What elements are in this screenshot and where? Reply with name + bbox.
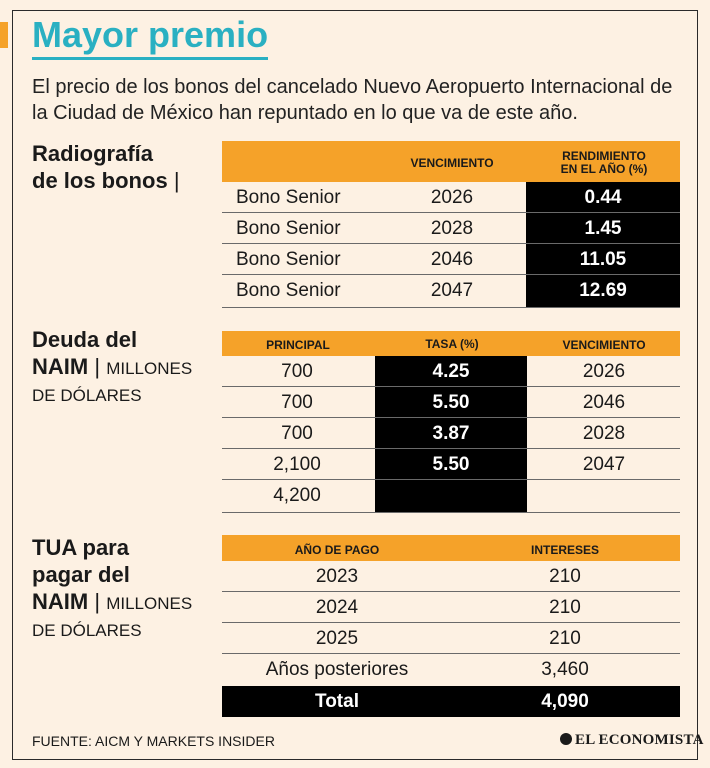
debt-tasa-column-bg [375,356,527,513]
bond-yield: 12.69 [579,280,627,301]
debt-tasa: 4.25 [432,361,470,382]
bond-name: Bono Senior [236,218,341,239]
debt-section-label: Deuda del NAIM | MILLONES DE DÓLARES [32,326,192,409]
debt-principal: 2,100 [273,454,321,475]
table-row: 2023 210 [222,561,680,592]
debt-tasa: 5.50 [432,454,470,475]
tua-table: AÑO DE PAGO INTERESES 2023 210 2024 210 … [222,535,680,717]
tua-label-pipe: | [94,589,101,614]
bond-year: 2026 [430,187,474,208]
bonds-col-rendimiento: RENDIMIENTO EN EL AÑO (%) [528,150,680,176]
debt-label-pipe: | [94,354,101,379]
table-row: 4,200 [222,480,680,513]
bond-name: Bono Senior [236,249,341,270]
tua-interest: 210 [549,597,581,618]
brand-logo: EL ECONOMISTA [560,732,704,749]
bond-name: Bono Senior [236,280,341,301]
tua-table-header: AÑO DE PAGO INTERESES [222,535,680,561]
bond-name: Bono Senior [236,187,341,208]
debt-vencimiento: 2047 [582,454,626,475]
bond-yield: 1.45 [584,218,622,239]
debt-vencimiento: 2028 [582,423,626,444]
brand-mark-icon [560,733,572,745]
table-row: 700 4.25 2026 [222,356,680,387]
bonds-table-header: VENCIMIENTO RENDIMIENTO EN EL AÑO (%) [222,141,680,182]
tua-total-label: Total [315,691,359,712]
table-row: Bono Senior 2046 11.05 [222,244,680,275]
debt-vencimiento [528,480,680,511]
table-row: Bono Senior 2028 1.45 [222,213,680,244]
tua-label-line2: pagar del [32,562,130,587]
table-row: Bono Senior 2047 12.69 [222,275,680,308]
bond-yield: 11.05 [579,249,627,270]
debt-label-line1: Deuda del [32,327,138,352]
tua-label-unit: MILLONES [106,594,193,613]
debt-principal: 700 [281,423,313,444]
table-row: 2024 210 [222,592,680,623]
page-title: Mayor premio [32,14,269,60]
debt-vencimiento: 2026 [582,361,626,382]
debt-table: PRINCIPAL TASA (%) VENCIMIENTO 700 4.25 … [222,331,680,513]
tua-label-unit-line4: DE DÓLARES [32,621,142,640]
debt-tasa: 3.87 [432,423,470,444]
tua-col-year: AÑO DE PAGO [294,543,380,557]
debt-principal: 4,200 [273,485,321,506]
table-row: 2,100 5.50 2047 [222,449,680,480]
bonds-col-rendimiento-line1: RENDIMIENTO [562,149,646,163]
bonds-label-line2: de los bonos [32,168,168,193]
debt-label-naim: NAIM [32,354,89,379]
bond-yield: 0.44 [584,187,622,208]
debt-label-unit-line3: DE DÓLARES [32,386,142,405]
intro-text: El precio de los bonos del cancelado Nue… [32,76,673,124]
bonds-col-rendimiento-line2: EN EL AÑO (%) [560,162,648,176]
bonds-label-line1: Radiografía [32,141,154,166]
debt-tasa [375,480,527,511]
debt-tasa: 5.50 [432,392,470,413]
debt-vencimiento: 2046 [582,392,626,413]
bonds-col-vencimiento: VENCIMIENTO [410,156,494,170]
debt-col-principal: PRINCIPAL [266,338,330,352]
tua-interest: 210 [549,566,581,587]
tua-label-line1: TUA para [32,535,129,560]
debt-col-vencimiento: VENCIMIENTO [562,338,646,352]
debt-table-header: PRINCIPAL TASA (%) VENCIMIENTO [222,331,680,356]
tua-interest: 3,460 [541,659,589,680]
table-row: Bono Senior 2026 0.44 [222,182,680,213]
brand-name: EL ECONOMISTA [575,732,704,748]
infographic-frame [12,10,698,760]
tua-total-value: 4,090 [541,691,589,712]
bonds-section-label: Radiografía de los bonos | [32,140,180,194]
debt-principal: 700 [281,392,313,413]
tua-interest: 210 [549,628,581,649]
bonds-label-pipe: | [173,168,180,193]
bond-year: 2047 [430,280,474,301]
debt-label-unit: MILLONES [106,359,193,378]
tua-year: 2025 [315,628,359,649]
debt-col-tasa: TASA (%) [425,337,479,351]
table-row: 700 5.50 2046 [222,387,680,418]
tua-year: 2024 [315,597,359,618]
table-row: 700 3.87 2028 [222,418,680,449]
tua-col-interest: INTERESES [530,543,599,557]
tua-year: Años posteriores [265,659,409,680]
bonds-table: VENCIMIENTO RENDIMIENTO EN EL AÑO (%) Bo… [222,141,680,308]
table-row: Años posteriores 3,460 [222,654,680,685]
bond-year: 2028 [430,218,474,239]
tua-label-naim: NAIM [32,589,89,614]
bond-year: 2046 [430,249,474,270]
tua-year: 2023 [315,566,359,587]
tua-section-label: TUA para pagar del NAIM | MILLONES DE DÓ… [32,534,192,644]
title-accent-bar [0,22,8,48]
debt-principal: 700 [281,361,313,382]
table-row: 2025 210 [222,623,680,654]
bonds-yield-column-bg [526,182,680,308]
tua-total-row: Total 4,090 [222,686,680,717]
source-note: FUENTE: AICM Y MARKETS INSIDER [32,733,275,749]
